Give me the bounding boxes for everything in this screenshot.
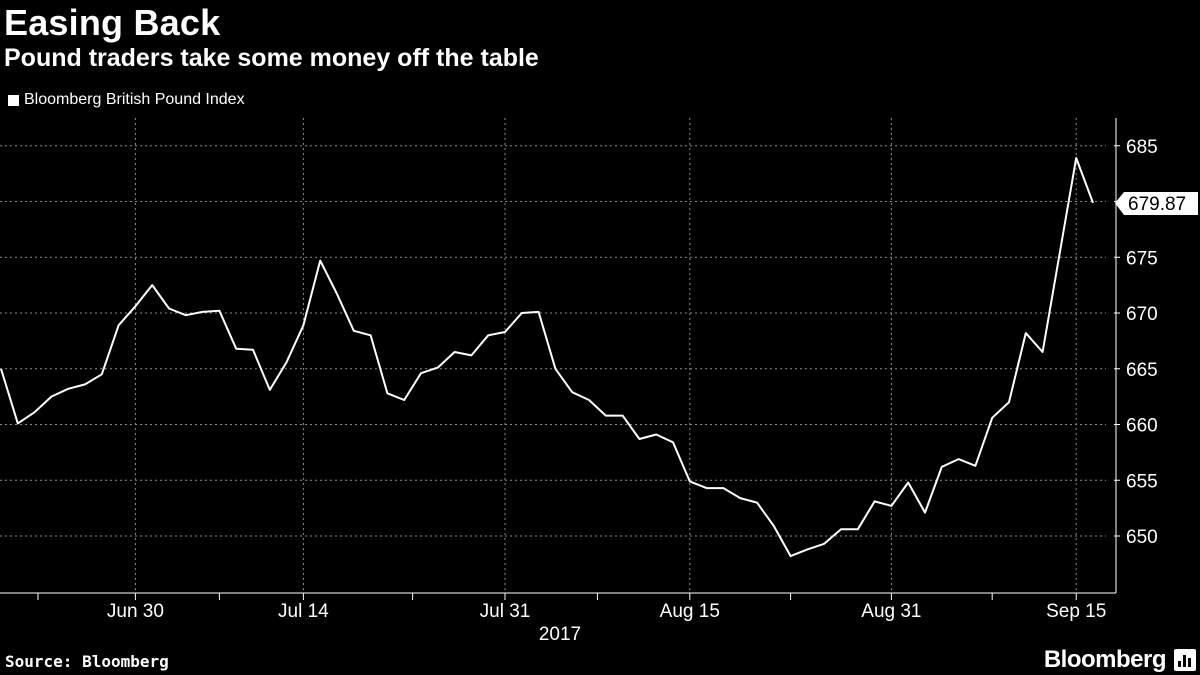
y-tick-label: 670: [1126, 304, 1158, 325]
series-line: [0, 157, 1094, 558]
y-tick-label: 660: [1126, 416, 1158, 437]
x-tick-label: Aug 31: [861, 601, 921, 622]
x-tick-label: Aug 15: [660, 601, 720, 622]
y-tick-label: 685: [1126, 137, 1158, 158]
legend: Bloomberg British Pound Index: [8, 91, 245, 109]
x-tick-label: Jul 14: [278, 601, 329, 622]
legend-label: Bloomberg British Pound Index: [24, 91, 245, 108]
y-tick-label: 665: [1126, 360, 1158, 381]
last-value-callout: [1115, 191, 1198, 215]
x-tick-label: Jul 31: [480, 601, 531, 622]
legend-swatch: [8, 94, 19, 106]
bloomberg-chart-icon: [1174, 649, 1196, 671]
source-note: Source: Bloomberg: [5, 652, 169, 671]
chart-subtitle: Pound traders take some money off the ta…: [4, 44, 539, 72]
chart-title: Easing Back: [4, 2, 221, 43]
last-value-label: 679.87: [1128, 194, 1186, 215]
y-tick-label: 675: [1126, 248, 1158, 269]
bloomberg-logo: Bloomberg: [1043, 646, 1167, 673]
x-tick-label: Sep 15: [1046, 601, 1106, 622]
x-tick-label: Jun 30: [107, 601, 164, 622]
y-tick-label: 650: [1126, 527, 1158, 548]
y-tick-label: 655: [1126, 471, 1158, 492]
x-axis-label: 2017: [539, 624, 581, 645]
